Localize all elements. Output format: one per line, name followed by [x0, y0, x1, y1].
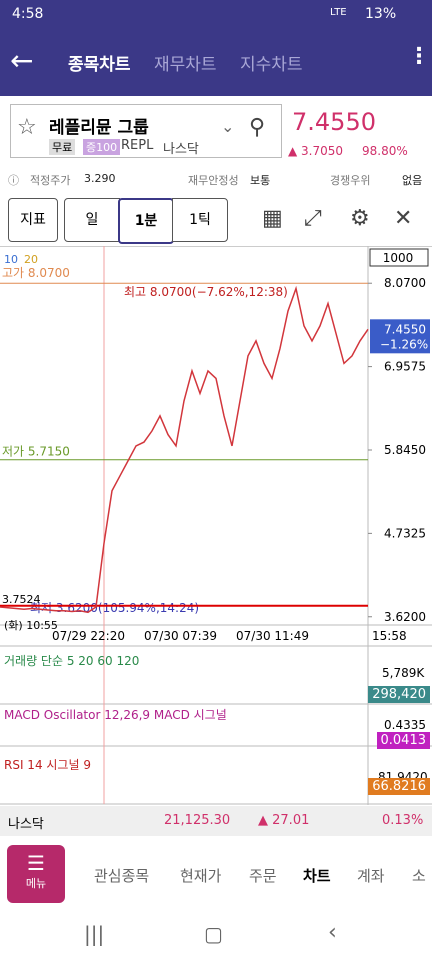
annotation: 최고 8.0700(−7.62%,12:38) [124, 285, 288, 299]
annotation: (화) 10:55 [4, 619, 58, 632]
x-tick-label: 15:58 [372, 629, 407, 643]
x-tick-label: 07/30 11:49 [236, 629, 309, 643]
nav-item[interactable]: 차트 [303, 867, 331, 885]
info-label: 경쟁우위 [330, 174, 371, 187]
annotation: 3.7524 [2, 593, 41, 606]
panel-title: 거래량 단순 5 20 60 120 [4, 654, 140, 668]
current-tag [370, 319, 430, 354]
unit-box: 1000 [383, 251, 414, 265]
battery: 13% [365, 6, 397, 22]
price: 7.4550 [292, 108, 376, 136]
change: ▲ 3.7050 [288, 144, 344, 158]
panel-current: 0.0413 [376, 732, 430, 749]
toolbar-button[interactable]: 일 [64, 198, 120, 242]
system-back[interactable]: ‹ [328, 920, 337, 945]
index-pct: 0.13% [382, 813, 424, 828]
layout-icon[interactable]: ▦ [262, 206, 283, 231]
back-button[interactable]: ← [10, 44, 34, 77]
change-value: 3.7050 [301, 144, 344, 158]
toolbar-button[interactable]: 지표 [8, 198, 58, 242]
price-line [0, 285, 369, 614]
settings-icon[interactable]: ⚙ [350, 206, 370, 231]
info-label: 재무안정성 [188, 174, 239, 187]
clock: 4:58 [12, 6, 44, 22]
more-button[interactable]: ⋮ [408, 44, 430, 69]
panel-title: MACD Oscillator 12,26,9 MACD 시그널 [4, 708, 227, 722]
ticker: REPL [121, 138, 154, 153]
menu-button[interactable]: ☰ 메뉴 [7, 845, 65, 903]
tools-icon[interactable]: ✕ [394, 206, 413, 231]
nav-item[interactable]: 주문 [249, 867, 277, 885]
nav-item[interactable]: 관심종목 [94, 867, 150, 885]
index-value: 21,125.30 [164, 813, 231, 828]
info-value: 3.290 [84, 172, 116, 185]
info-row: ⓘ 적정주가 3.290 재무안정성 보통 경쟁우위 없음 [8, 172, 423, 187]
panel-current: 66.8216 [368, 778, 430, 795]
index-bar: 나스닥 21,125.30 ▲ 27.01 0.13% [0, 806, 432, 836]
tab[interactable]: 종목차트 [68, 55, 131, 75]
badge: 무료 [49, 139, 76, 155]
system-recent[interactable]: ||| [84, 922, 105, 946]
info-value: 보통 [250, 174, 271, 187]
ma-label: 20 [24, 253, 38, 266]
y-tick-label: 6.9575 [384, 360, 426, 374]
panel-tick: 5,789K [382, 666, 425, 680]
expand-icon[interactable]: ⤢ [304, 206, 322, 231]
index-change-value: 27.01 [272, 813, 310, 828]
change-pct: 98.80% [362, 144, 408, 158]
stock-name: 레플리뮨 그룹 [49, 118, 149, 138]
tab[interactable]: 재무차트 [154, 55, 217, 75]
low-label: 저가 5.7150 [2, 445, 70, 459]
header: 4:58 LTE 13% ← 종목차트 재무차트 지수차트 ⋮ [0, 0, 432, 96]
badge: 증100 [83, 139, 121, 155]
panel-tick: 0.4335 [384, 718, 426, 732]
panel-title: RSI 14 시그널 9 [4, 758, 91, 772]
current-label: 7.4550 [384, 322, 426, 336]
stock-box[interactable]: ☆ 레플리뮨 그룹 무료 증100 REPL 나스닥 ⌄ ⚲ [10, 104, 282, 158]
index-change: ▲ 27.01 [258, 813, 310, 828]
nav-item[interactable]: 소 [412, 867, 426, 885]
toolbar-button[interactable]: 1틱 [172, 198, 228, 242]
index-name: 나스닥 [8, 817, 44, 832]
y-tick-label: 4.7325 [384, 526, 426, 540]
annotation: 최저 3.6200(105.94%,14:24) [30, 601, 199, 615]
panel-current: 298,420 [368, 686, 430, 703]
menu-label: 메뉴 [25, 877, 47, 890]
current-change: −1.26% [380, 337, 428, 351]
system-home[interactable]: ▢ [204, 922, 223, 946]
nav-item[interactable]: 현재가 [180, 867, 222, 885]
nav-item[interactable]: 계좌 [357, 867, 385, 885]
info-label: 적정주가 [30, 174, 71, 187]
y-tick-label: 8.0700 [384, 276, 426, 290]
high-label: 고가 8.0700 [2, 266, 70, 280]
ma-label: 10 [4, 253, 18, 266]
tab[interactable]: 지수차트 [240, 55, 303, 75]
x-tick-label: 07/30 07:39 [144, 629, 217, 643]
network: LTE [330, 7, 347, 18]
x-tick-label: 07/29 22:20 [52, 629, 125, 643]
y-tick-label: 3.6200 [384, 610, 426, 624]
y-tick-label: 5.8450 [384, 443, 426, 457]
market: 나스닥 [163, 142, 199, 157]
info-value: 없음 [402, 174, 423, 187]
